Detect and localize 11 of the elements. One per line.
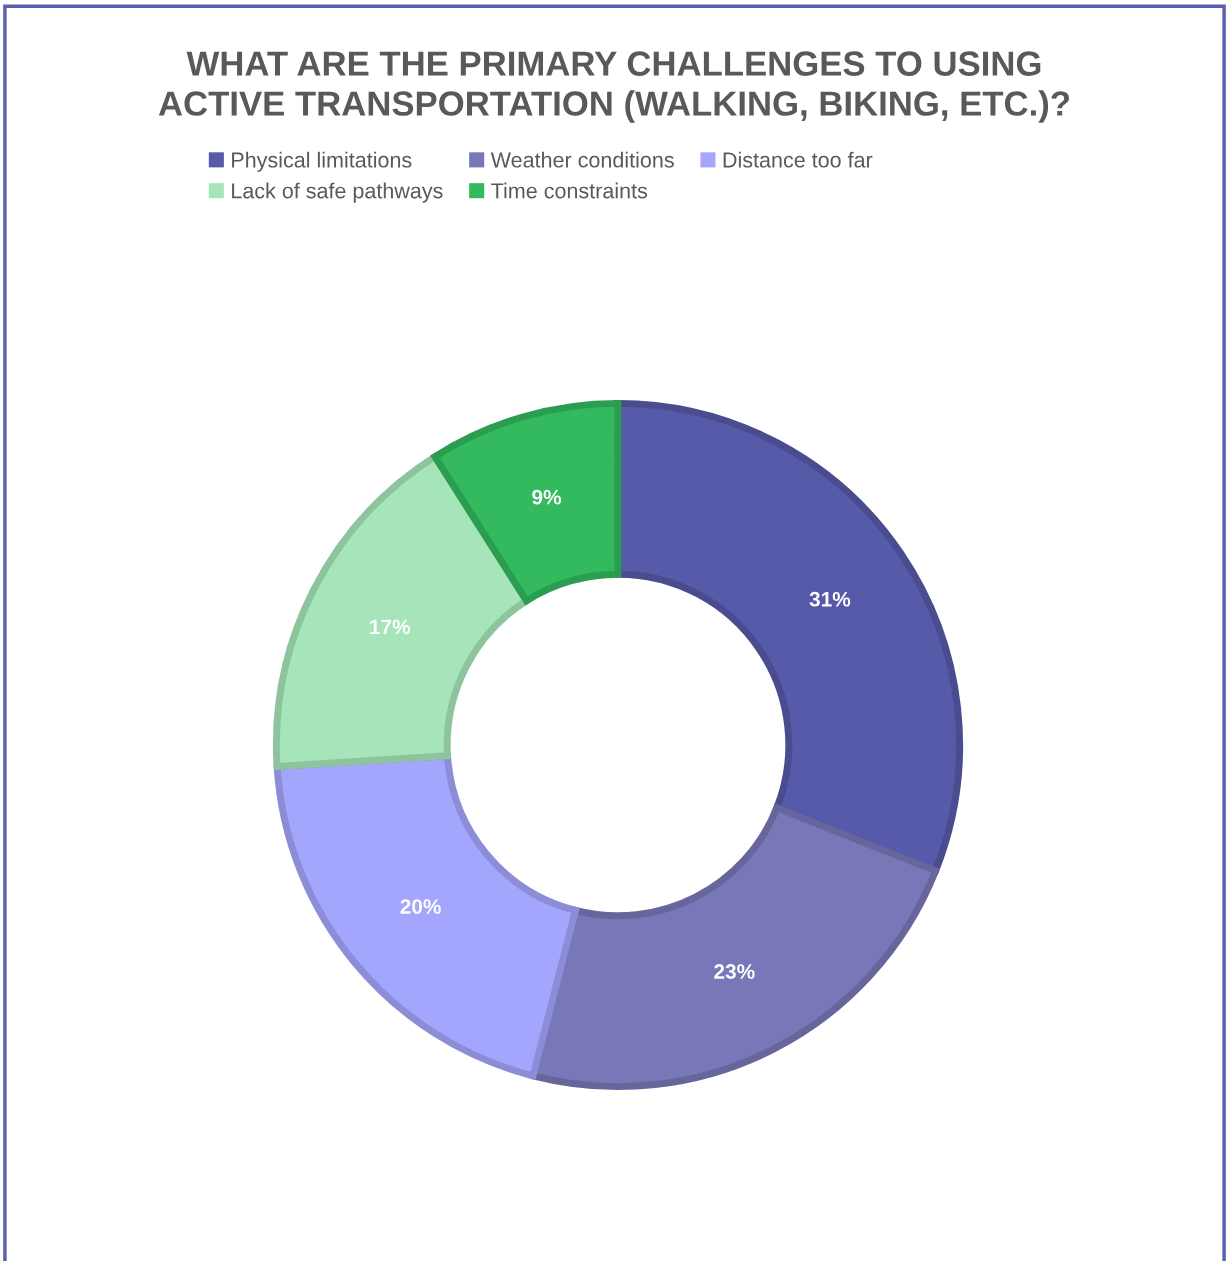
data-label: 17%	[370, 619, 411, 635]
data-label: 9%	[532, 489, 562, 505]
legend-label: Time constraints	[491, 182, 648, 199]
data-label: 23%	[714, 964, 755, 979]
data-label: 31%	[809, 591, 851, 607]
legend-label: Distance too far	[723, 151, 873, 168]
legend-label: Weather conditions	[490, 151, 674, 168]
data-label: 20%	[400, 899, 441, 914]
legend-label: Physical limitations	[232, 151, 412, 172]
chart-title: WHAT ARE THE PRIMARY CHALLENGES TO USING ACTIVE TRANSPORTATION (WALKING, BIKING, ETC.)?	[158, 51, 1070, 123]
legend-label: Lack of safe pathways	[232, 182, 443, 203]
